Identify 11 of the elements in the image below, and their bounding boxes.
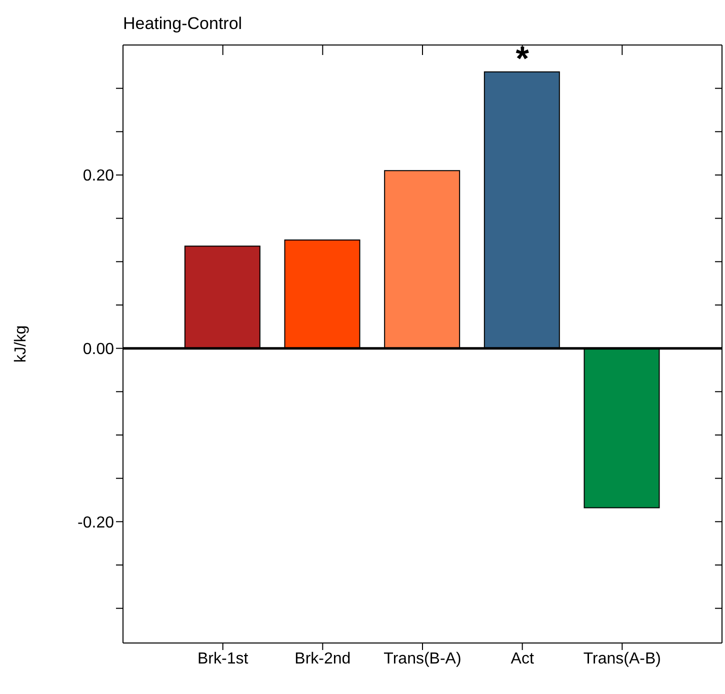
x-tick-label: Brk-2nd: [294, 650, 351, 668]
x-tick-label: Trans(A-B): [583, 650, 661, 668]
y-tick-label: -0.20: [78, 514, 114, 532]
annotation: *: [516, 40, 530, 78]
x-tick-label: Act: [510, 650, 534, 668]
y-axis-title: kJ/kg: [12, 325, 30, 363]
y-tick-label: 0.20: [82, 168, 114, 185]
x-tick-label: Brk-1st: [197, 650, 249, 668]
x-tick-label: Trans(B-A): [384, 650, 462, 668]
chart-title: Heating-Control: [123, 14, 242, 34]
y-tick-label: 0.00: [82, 341, 114, 358]
